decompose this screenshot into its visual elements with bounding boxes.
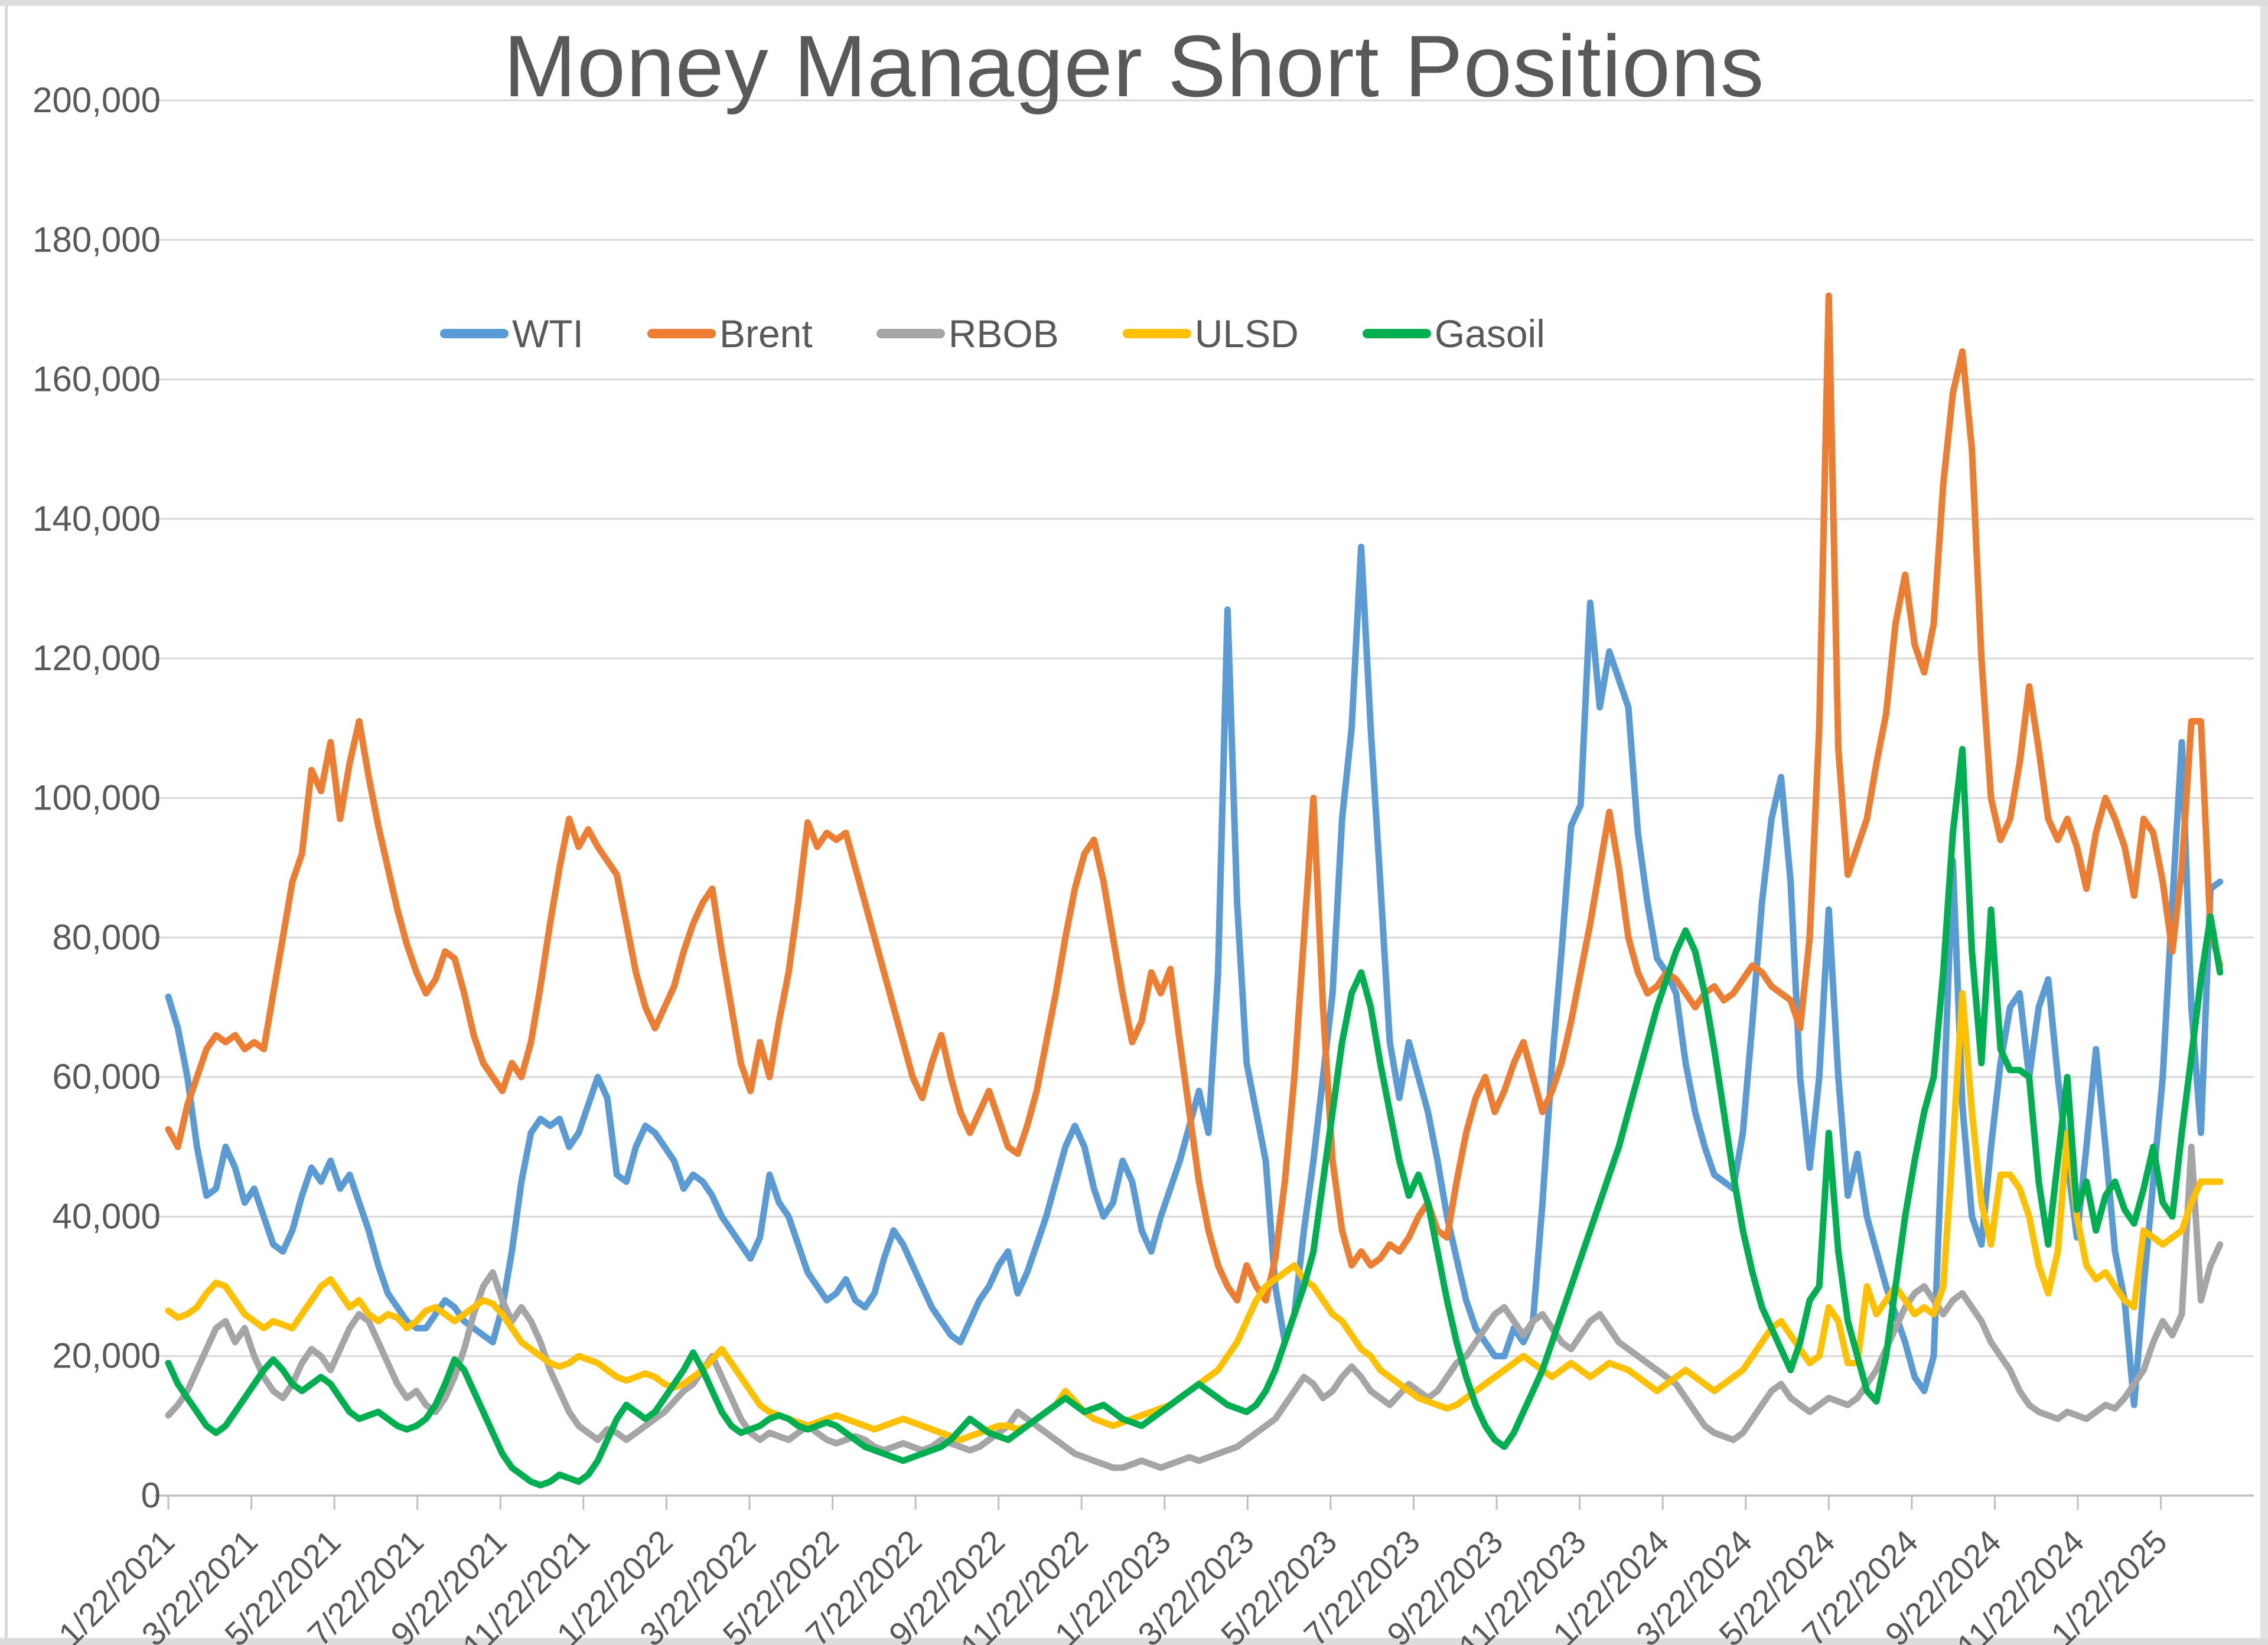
legend-item-wti: WTI [440,311,584,356]
y-tick-label: 180,000 [32,220,161,259]
legend-item-brent: Brent [647,311,813,356]
legend-label-ulsd: ULSD [1194,312,1299,355]
y-tick-label: 0 [141,1476,161,1515]
chart-legend: WTI Brent RBOB ULSD Gasoil [440,311,1545,356]
legend-label-brent: Brent [719,312,813,355]
series-line-wti [165,543,2224,1408]
legend-item-ulsd: ULSD [1122,311,1299,356]
y-tick-label: 200,000 [32,80,161,120]
legend-label-rbob: RBOB [948,312,1059,355]
legend-label-gasoil: Gasoil [1434,312,1545,355]
legend-swatch-brent [647,329,716,338]
y-tick-label: 100,000 [32,778,161,818]
legend-swatch-ulsd [1122,329,1191,338]
y-tick-label: 40,000 [52,1196,161,1236]
legend-item-gasoil: Gasoil [1362,311,1545,356]
legend-item-rbob: RBOB [876,311,1059,356]
y-tick-label: 60,000 [52,1057,161,1096]
window-edge-right [2260,6,2268,1638]
window-edge-left [5,6,8,1638]
series-line-rbob [165,1143,2224,1471]
series-line-gasoil [165,746,2224,1489]
window-edge-top [0,0,2268,6]
y-tick-label: 20,000 [52,1336,161,1376]
legend-swatch-wti [440,329,509,338]
window-edge-bottom [0,1638,2268,1645]
series-line-brent [165,292,2224,1304]
legend-swatch-gasoil [1362,329,1431,338]
chart-title: Money Manager Short Positions [503,18,1765,115]
y-tick-label: 160,000 [32,360,161,399]
y-tick-label: 120,000 [32,638,161,678]
legend-label-wti: WTI [512,312,584,355]
y-tick-label: 80,000 [52,918,161,957]
y-tick-label: 140,000 [32,499,161,538]
legend-swatch-rbob [876,329,945,338]
